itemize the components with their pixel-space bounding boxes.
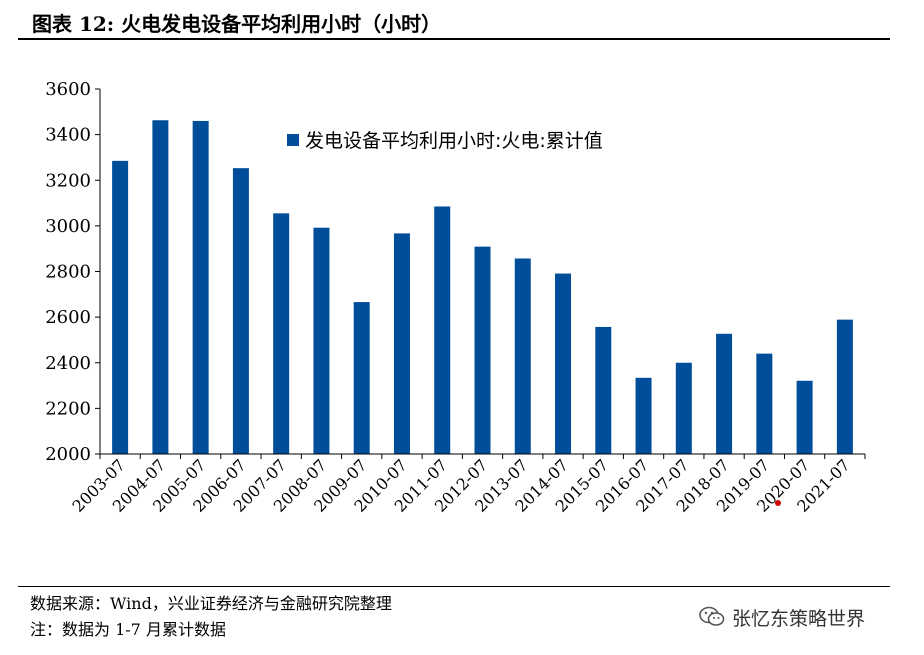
bar-2021-07 [836,319,853,454]
y-tick-label: 3200 [45,170,91,191]
y-tick-label: 2200 [45,398,91,419]
y-tick-label: 3400 [45,125,91,146]
source-text: 数据来源：Wind，兴业证券经济与金融研究院整理 [30,594,392,613]
bar-2003-07 [112,160,129,454]
bar-2016-07 [635,377,652,454]
bar-2006-07 [232,168,249,455]
footer-divider [18,586,890,587]
chart-title: 图表 12: 火电发电设备平均利用小时（小时） [32,12,442,36]
y-tick-label: 2000 [45,444,91,465]
y-tick-label: 2800 [45,262,91,283]
watermark: 张忆东策略世界 [698,604,865,630]
bar-2008-07 [313,227,330,454]
bar-2004-07 [152,120,169,455]
bar-2010-07 [393,233,410,454]
bar-2020-07 [796,380,813,454]
bar-2012-07 [474,246,491,454]
bar-2014-07 [555,273,572,454]
note-text: 注：数据为 1-7 月累计数据 [30,620,226,639]
x-axis-ticks: 2003-072004-072005-072006-072007-072008-… [69,454,866,516]
bar-2015-07 [595,326,612,454]
bar-2005-07 [192,120,209,454]
y-tick-label: 3600 [45,79,91,100]
red-dot-marker [775,500,781,506]
watermark-text: 张忆东策略世界 [732,607,866,630]
bar-2009-07 [353,302,370,454]
y-axis-ticks: 2000 2200 2400 2600 2800 3000 3200 3400 3600 [45,79,100,465]
title-divider [18,38,890,40]
bar-2013-07 [514,258,531,454]
legend-label: 发电设备平均利用小时:火电:累计值 [305,130,603,152]
y-tick-label: 2600 [45,307,91,328]
bar-2017-07 [675,362,692,454]
wechat-icon [699,606,725,626]
bar-series [112,120,853,455]
legend: 发电设备平均利用小时:火电:累计值 [287,130,603,152]
y-tick-label: 2400 [45,353,91,374]
legend-swatch [287,134,299,146]
bar-2019-07 [756,353,773,454]
bar-2018-07 [716,333,733,454]
bar-2007-07 [273,213,290,454]
y-tick-label: 3000 [45,216,91,237]
bar-2011-07 [434,206,451,454]
